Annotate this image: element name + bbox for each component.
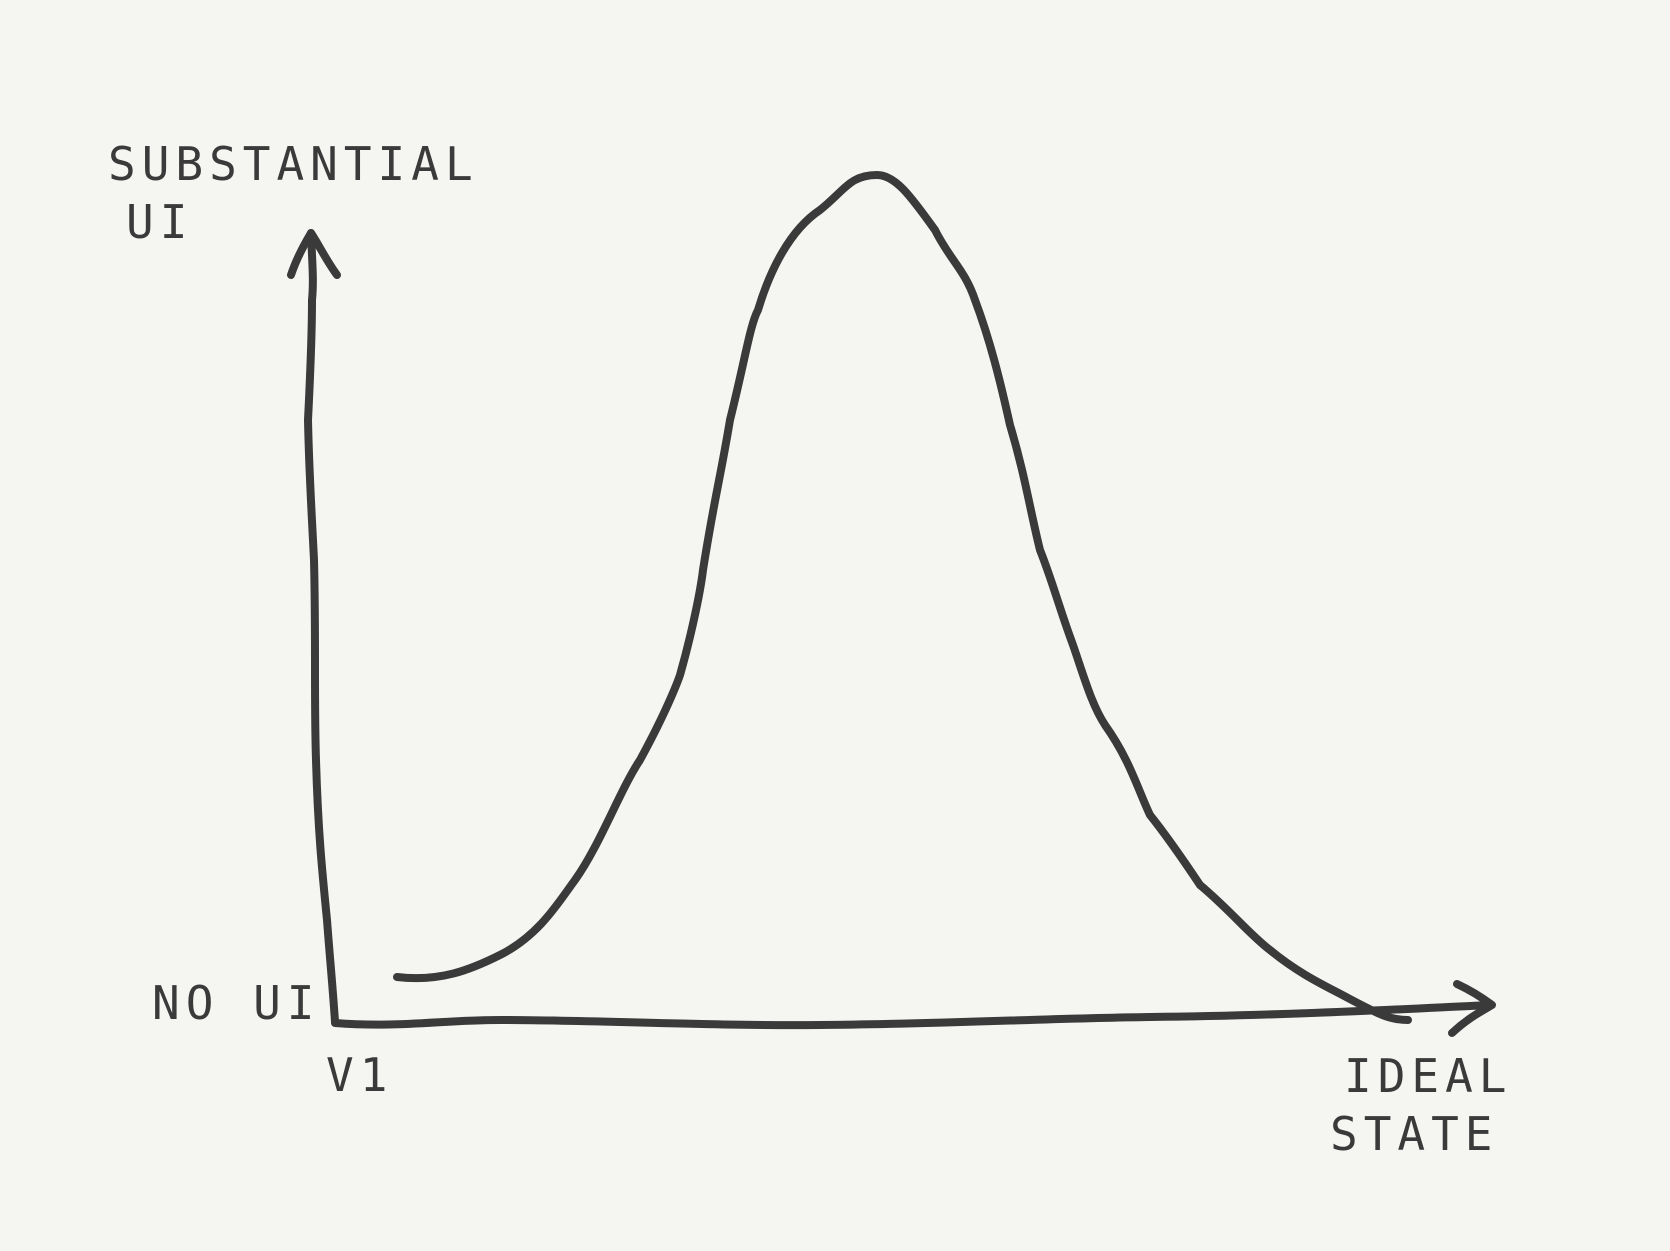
- x-axis-end-label: IDEAL STATE: [1330, 1048, 1513, 1163]
- y-axis-top-label: SUBSTANTIAL UI: [108, 136, 479, 251]
- y-axis-arrowhead-icon: [287, 229, 341, 279]
- y-axis-line: [304, 229, 339, 1026]
- x-axis-arrowhead-icon: [1448, 980, 1496, 1037]
- y-axis-bottom-label: NO UI: [152, 976, 321, 1030]
- y-axis-top-label-line1: SUBSTANTIAL: [108, 137, 479, 191]
- x-axis-line: [331, 1001, 1494, 1030]
- x-axis-start-label: V1: [326, 1048, 394, 1102]
- bell-curve: [393, 171, 1412, 1024]
- y-axis-top-label-line2: UI: [126, 194, 194, 249]
- x-axis-end-label-line1: IDEAL: [1344, 1049, 1513, 1103]
- x-axis-end-label-line2: STATE: [1330, 1106, 1499, 1161]
